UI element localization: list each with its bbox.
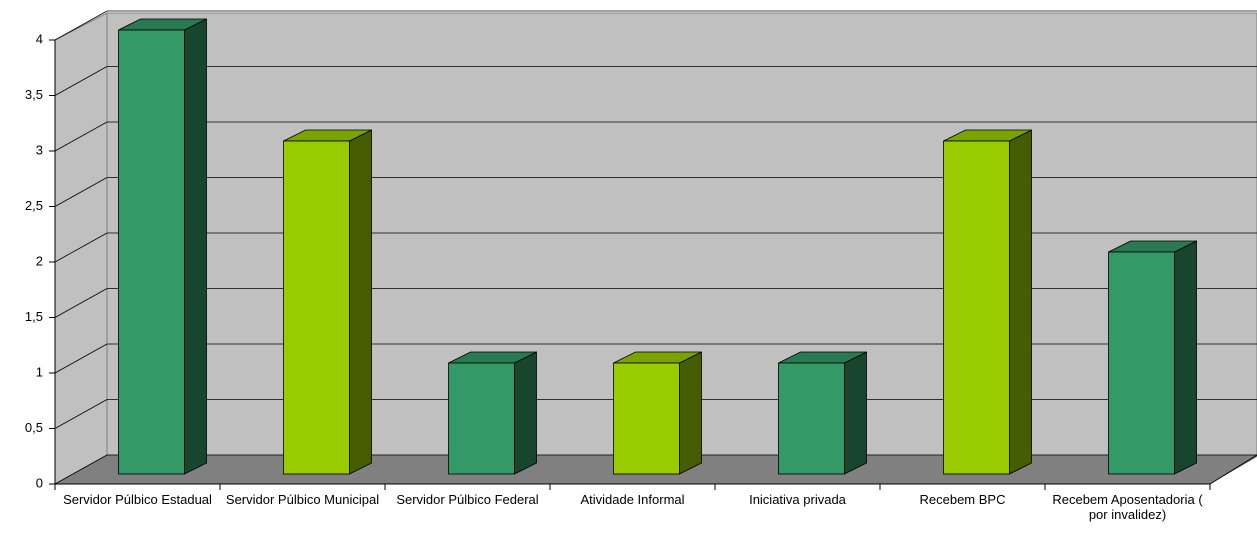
x-axis-depth xyxy=(1209,454,1257,485)
bar-side xyxy=(184,18,207,475)
bar xyxy=(283,140,350,475)
bar xyxy=(448,362,515,475)
y-tick-label: 3,5 xyxy=(25,87,43,102)
y-tick-label: 2,5 xyxy=(25,198,43,213)
y-tick-label: 4 xyxy=(36,31,43,46)
bar xyxy=(613,362,680,475)
x-tick-label: Servidor Púlbico Federal xyxy=(396,492,539,507)
side-wall xyxy=(54,12,108,485)
x-tick-label: Servidor Púlbico Municipal xyxy=(225,492,380,507)
bar-side xyxy=(349,129,372,475)
bar xyxy=(118,29,185,475)
bar xyxy=(778,362,845,475)
x-tick-label: Recebem BPC xyxy=(919,492,1006,507)
y-tick-label: 3 xyxy=(36,142,43,157)
grid-line-side xyxy=(54,66,108,96)
y-tick-label: 1,5 xyxy=(25,309,43,324)
bar xyxy=(1108,251,1175,475)
grid-line-side xyxy=(54,10,108,41)
y-tick-label: 2 xyxy=(36,253,43,268)
grid-line-side xyxy=(54,121,108,152)
x-tick-label: Servidor Púlbico Estadual xyxy=(63,492,212,507)
y-tick-label: 0,5 xyxy=(25,420,43,435)
y-tick-label: 0 xyxy=(36,475,43,490)
y-tick-label: 1 xyxy=(36,364,43,379)
bar-side xyxy=(514,351,537,475)
bar-side xyxy=(1174,240,1197,475)
x-tick-label: Iniciativa privada xyxy=(749,492,846,507)
grid-line-side xyxy=(54,343,108,374)
bar-side xyxy=(679,351,702,475)
bar-side xyxy=(844,351,867,475)
bar-side xyxy=(1009,129,1032,475)
grid-line-side xyxy=(54,288,108,318)
grid-line-side xyxy=(54,177,108,207)
grid-line-side xyxy=(54,454,108,485)
grid-line-side xyxy=(54,399,108,429)
x-tick-label: Recebem Aposentadoria ( por invalidez) xyxy=(1052,492,1203,522)
bar xyxy=(943,140,1010,475)
x-tick-label: Atividade Informal xyxy=(580,492,685,507)
grid-line-side xyxy=(54,232,108,263)
